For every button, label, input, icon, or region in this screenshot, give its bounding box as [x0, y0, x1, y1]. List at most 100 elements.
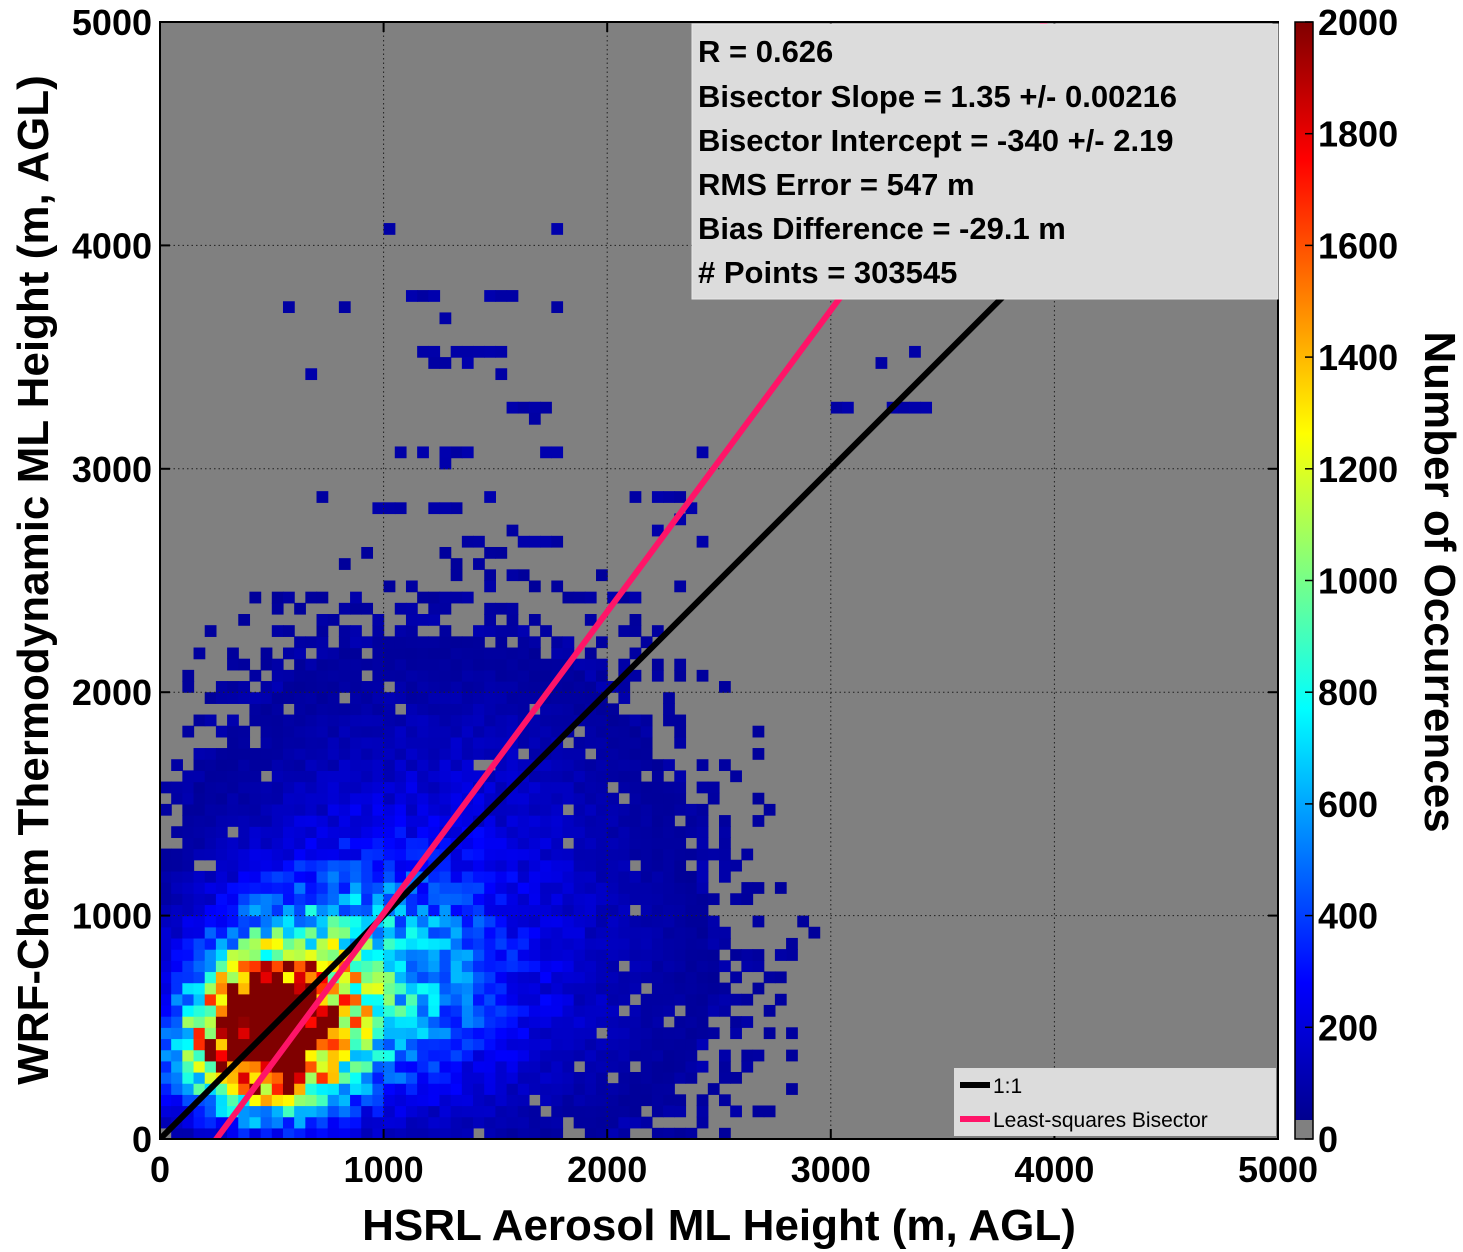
heatmap-cell [517, 725, 530, 738]
heatmap-cell [473, 960, 485, 973]
heatmap-cell [327, 614, 340, 626]
heatmap-cell [461, 848, 474, 861]
heatmap-cell [171, 960, 183, 973]
heatmap-cell [405, 1060, 418, 1073]
heatmap-cell [361, 748, 374, 760]
heatmap-cell [461, 1083, 474, 1095]
heatmap-cell [428, 591, 441, 604]
heatmap-cell [573, 882, 586, 894]
heatmap-cell [573, 859, 586, 872]
heatmap-cell [506, 647, 519, 660]
heatmap-cell [160, 781, 172, 794]
heatmap-cell [260, 882, 273, 894]
heatmap-cell [551, 993, 564, 1006]
heatmap-cell [461, 937, 474, 950]
heatmap-cell [461, 859, 474, 872]
heatmap-cell [204, 937, 217, 950]
heatmap-cell [271, 792, 284, 805]
heatmap-cell [227, 1027, 239, 1040]
heatmap-cell [316, 647, 329, 660]
heatmap-cell [182, 859, 195, 872]
heatmap-cell [663, 848, 675, 861]
heatmap-cell [271, 882, 284, 894]
heatmap-cell [528, 736, 541, 749]
heatmap-cell [305, 714, 318, 727]
heatmap-cell [350, 1004, 362, 1017]
heatmap-cell [372, 692, 385, 704]
heatmap-cell [517, 904, 530, 917]
heatmap-cell [338, 301, 351, 314]
heatmap-cell [383, 1083, 396, 1095]
heatmap-cell [495, 1004, 508, 1017]
heatmap-cell [405, 636, 418, 649]
heatmap-cell [361, 692, 374, 704]
heatmap-cell [596, 636, 608, 649]
heatmap-cell [316, 792, 329, 805]
heatmap-cell [540, 960, 552, 973]
heatmap-cell [394, 625, 407, 637]
heatmap-cell [271, 1060, 284, 1073]
heatmap-cell [685, 1060, 698, 1073]
heatmap-cell [361, 770, 374, 783]
heatmap-cell [506, 837, 519, 850]
heatmap-cell [428, 882, 441, 894]
heatmap-cell [394, 915, 407, 928]
heatmap-cell [260, 971, 273, 984]
heatmap-cell [506, 1127, 519, 1139]
heatmap-cell [573, 971, 586, 984]
heatmap-cell [238, 848, 251, 861]
heatmap-cell [707, 1027, 720, 1040]
heatmap-cell [271, 625, 284, 637]
heatmap-cell [573, 837, 586, 850]
heatmap-cell [461, 759, 474, 771]
heatmap-cell [350, 792, 362, 805]
heatmap-cell [271, 748, 284, 760]
heatmap-cell [584, 926, 597, 939]
heatmap-cell [282, 859, 295, 872]
heatmap-cell [618, 848, 631, 861]
heatmap-cell [238, 1016, 251, 1028]
heatmap-cell [450, 926, 463, 939]
colorbar-zero-swatch [1295, 1120, 1313, 1139]
heatmap-cell [450, 736, 463, 749]
heatmap-cell [506, 748, 519, 760]
heatmap-cell [484, 982, 496, 995]
heatmap-cell [171, 971, 183, 984]
heatmap-cell [428, 602, 441, 615]
heatmap-cell [260, 949, 273, 961]
heatmap-cell [361, 837, 374, 850]
heatmap-cell [439, 636, 452, 649]
heatmap-cell [618, 1049, 631, 1062]
heatmap-cell [260, 1116, 273, 1129]
heatmap-cell [674, 904, 687, 917]
heatmap-cell [528, 1049, 541, 1062]
heatmap-cell [439, 1016, 452, 1028]
heatmap-cell [651, 1049, 664, 1062]
heatmap-cell [674, 1127, 687, 1139]
heatmap-cell [215, 1038, 228, 1051]
heatmap-cell [215, 1027, 228, 1040]
heatmap-cell [596, 1060, 608, 1073]
heatmap-cell [517, 1049, 530, 1062]
heatmap-cell [573, 591, 586, 604]
heatmap-cell [417, 1004, 429, 1017]
heatmap-cell [618, 837, 631, 850]
heatmap-cell [506, 401, 519, 414]
heatmap-cell [461, 658, 474, 671]
heatmap-cell [674, 736, 687, 749]
heatmap-cell [439, 703, 452, 716]
heatmap-cell [640, 714, 653, 727]
heatmap-cell [573, 826, 586, 839]
heatmap-cell [562, 926, 575, 939]
heatmap-cell [528, 1105, 541, 1118]
heatmap-cell [528, 669, 541, 682]
heatmap-cell [439, 647, 452, 660]
heatmap-cell [540, 893, 552, 906]
heatmap-cell [596, 826, 608, 839]
heatmap-cell [361, 602, 374, 615]
heatmap-cell [316, 859, 329, 872]
heatmap-cell [204, 1127, 217, 1139]
heatmap-cell [551, 703, 564, 716]
heatmap-cell [417, 926, 429, 939]
heatmap-cell [528, 949, 541, 961]
